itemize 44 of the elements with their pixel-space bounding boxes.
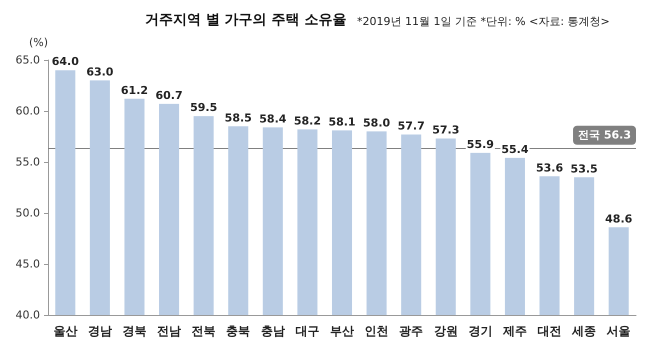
y-tick-label: 40.0: [16, 308, 40, 322]
data-label: 64.0: [52, 55, 80, 68]
chart-subtitle: *2019년 11월 1일 기준 *단위: % <자료: 통계청>: [357, 15, 610, 28]
y-tick-label: 65.0: [16, 54, 40, 66]
x-tick-label: 강원: [434, 324, 458, 338]
data-label: 55.9: [466, 138, 494, 151]
x-tick-label: 대구: [295, 324, 320, 338]
y-axis-title: (%): [28, 36, 48, 49]
x-tick-label: 충북: [226, 324, 250, 338]
x-tick-label: 경북: [122, 324, 146, 338]
x-tick-label: 충남: [260, 324, 285, 338]
data-label: 60.7: [155, 88, 183, 102]
x-tick-label: 제주: [502, 324, 527, 338]
chart-title: 거주지역 별 가구의 주택 소유율: [145, 12, 346, 28]
x-tick-label: 경기: [468, 324, 492, 338]
data-label: 57.3: [432, 124, 460, 137]
x-tick-label: 전북: [192, 324, 216, 338]
data-label: 53.5: [570, 162, 598, 176]
x-tick-label: 인천: [364, 324, 389, 338]
data-label: 58.5: [224, 111, 252, 124]
data-label: 48.6: [605, 212, 633, 226]
data-label: 58.4: [259, 112, 287, 126]
x-tick-label: 부산: [330, 324, 354, 338]
data-label: 61.2: [120, 84, 148, 97]
x-tick-label: 서울: [606, 324, 631, 338]
x-tick-label: 광주: [399, 324, 424, 338]
x-tick-label: 세종: [571, 324, 596, 338]
y-tick-label: 50.0: [16, 206, 40, 220]
data-label: 58.1: [328, 115, 356, 128]
data-label: 58.2: [294, 114, 321, 128]
y-tick-label: 60.0: [16, 104, 40, 118]
x-tick-label: 경남: [88, 324, 112, 338]
x-tick-label: 울산: [53, 324, 78, 338]
data-label: 58.0: [363, 116, 391, 130]
x-tick-label: 대전: [538, 324, 562, 338]
data-label: 57.7: [398, 119, 425, 132]
data-label: 53.6: [536, 161, 564, 174]
data-label: 55.4: [501, 142, 529, 156]
data-label: 63.0: [86, 65, 114, 78]
ref-line-label: 전국 56.3: [578, 128, 631, 142]
data-label: 59.5: [190, 101, 218, 114]
y-tick-label: 45.0: [16, 258, 40, 270]
y-tick-label: 55.0: [16, 156, 40, 168]
x-tick-label: 전남: [157, 324, 182, 338]
